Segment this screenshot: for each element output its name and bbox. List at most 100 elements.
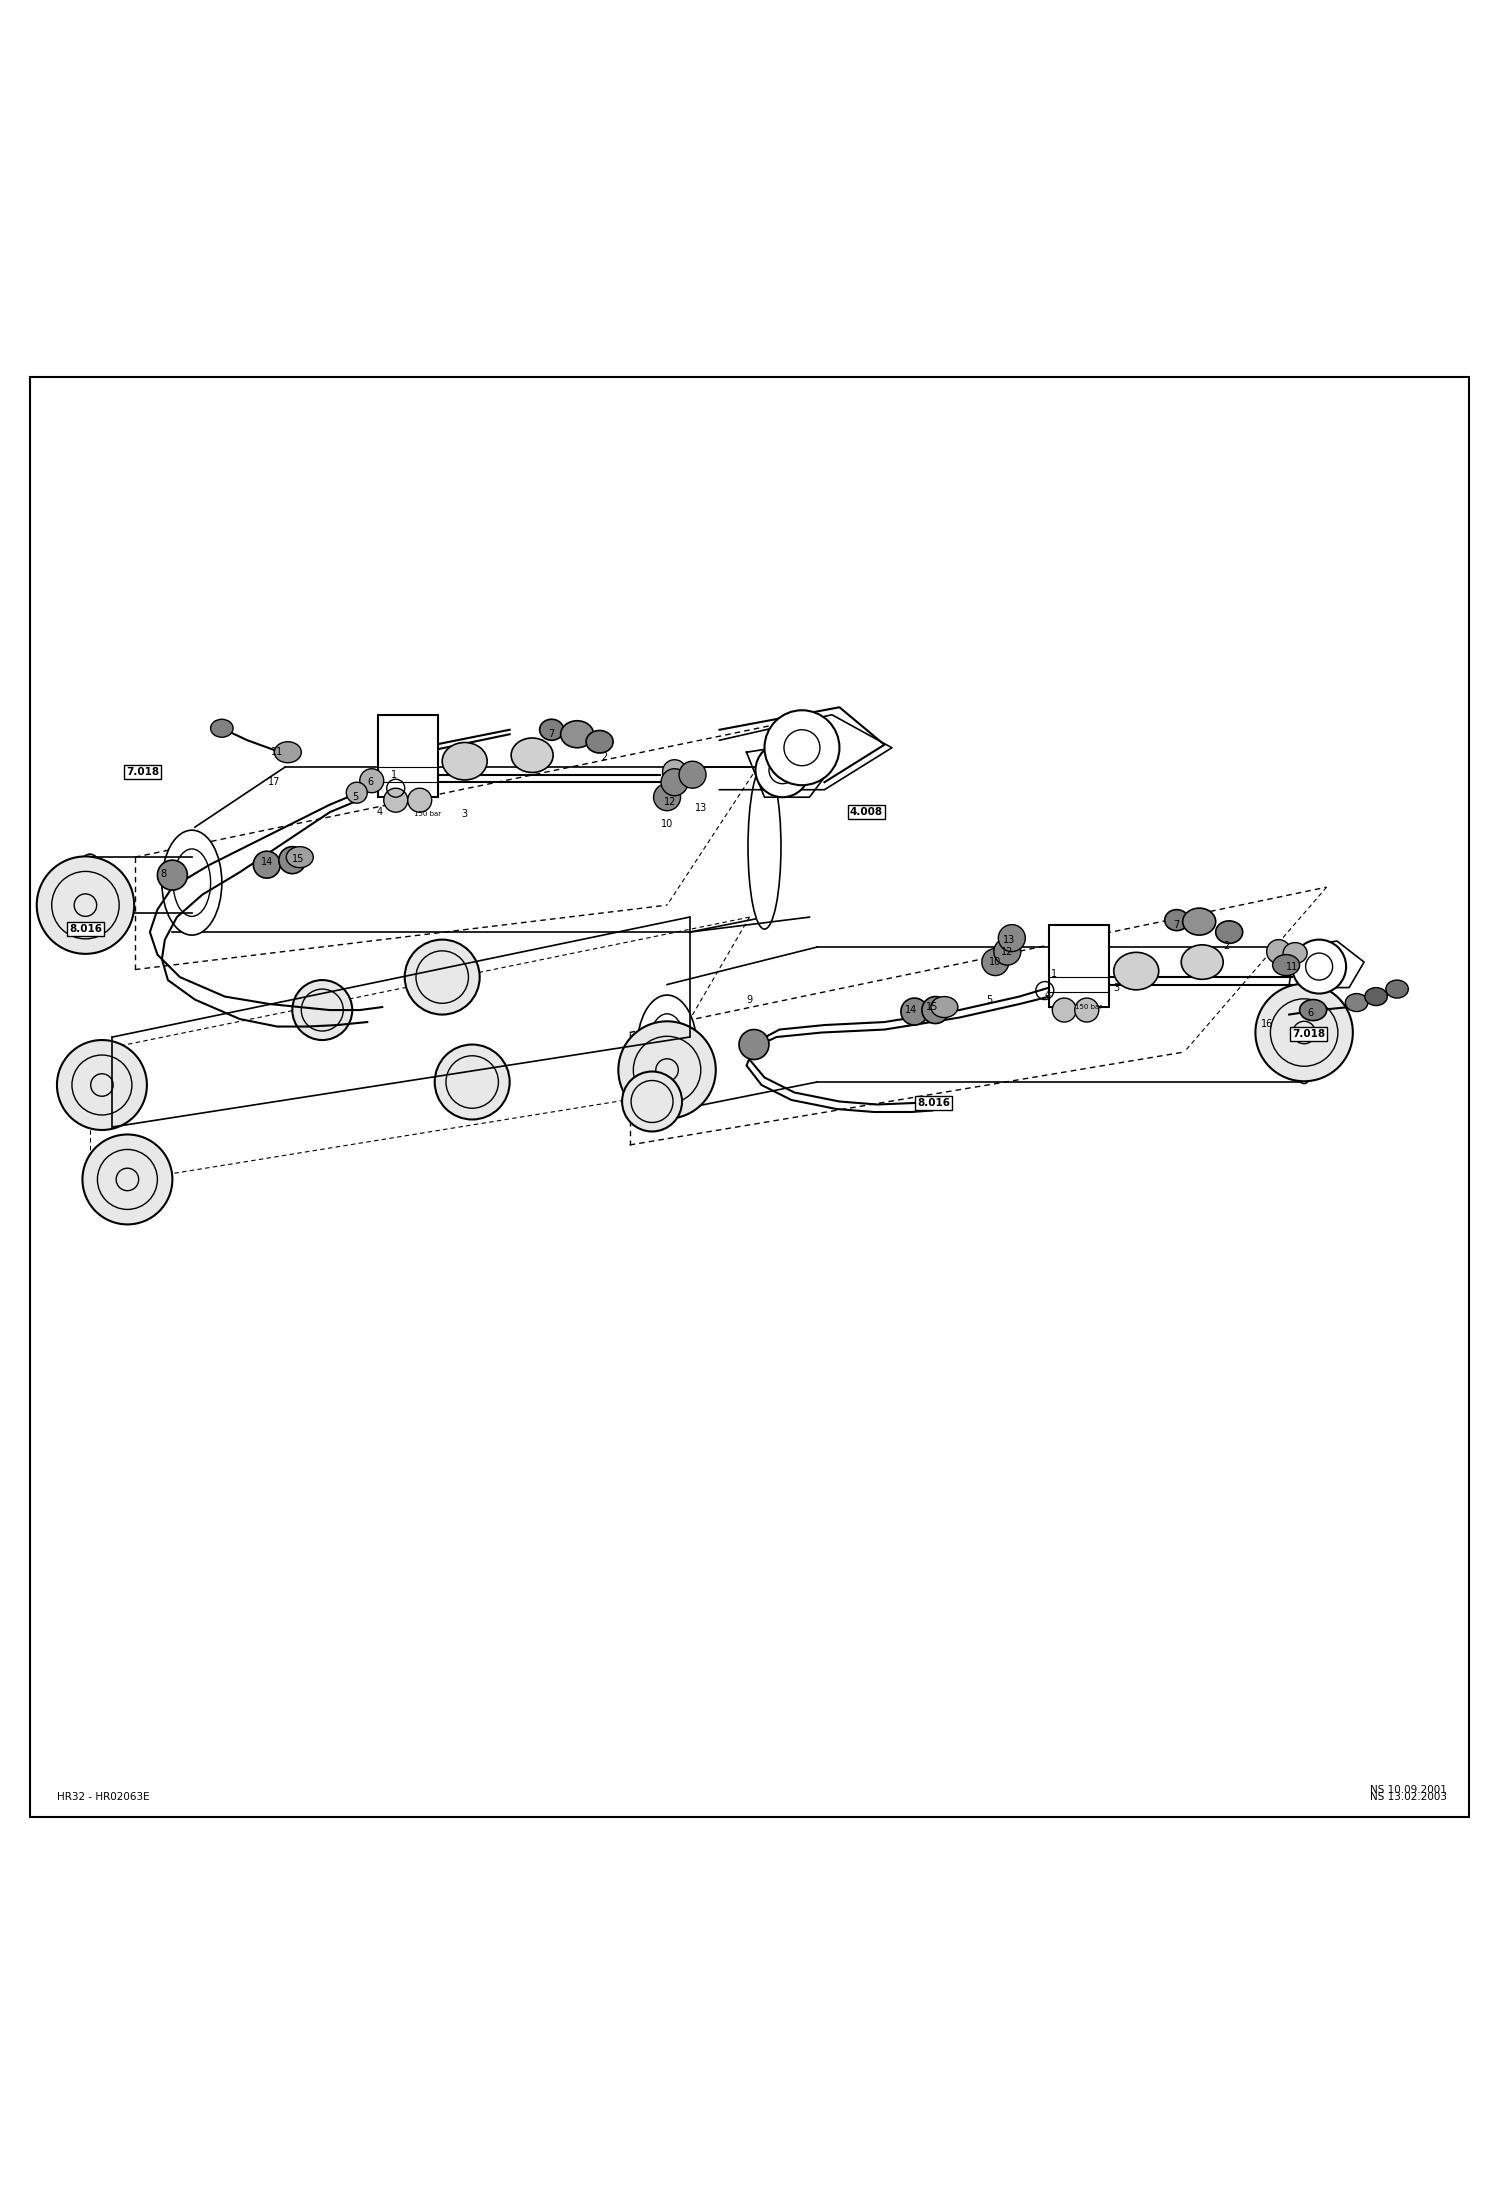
Text: 14: 14: [261, 856, 273, 867]
Text: 2: 2: [601, 753, 607, 761]
Circle shape: [755, 744, 809, 796]
Ellipse shape: [1300, 1000, 1327, 1020]
Text: 7: 7: [549, 728, 555, 739]
Circle shape: [764, 711, 839, 785]
Ellipse shape: [57, 1040, 147, 1130]
Ellipse shape: [1273, 954, 1300, 976]
Text: 3: 3: [1114, 983, 1120, 992]
Text: 3: 3: [462, 810, 468, 818]
Ellipse shape: [75, 853, 105, 915]
Ellipse shape: [561, 722, 594, 748]
Ellipse shape: [586, 731, 613, 753]
Text: 8.016: 8.016: [917, 1097, 950, 1108]
Ellipse shape: [82, 1134, 172, 1224]
Text: 7: 7: [1174, 919, 1180, 930]
Circle shape: [279, 847, 306, 873]
Text: 4: 4: [1045, 989, 1051, 1000]
Circle shape: [679, 761, 706, 788]
Text: 5: 5: [352, 792, 358, 803]
Ellipse shape: [210, 720, 234, 737]
Ellipse shape: [1216, 921, 1243, 943]
Text: 4.008: 4.008: [850, 807, 883, 816]
Ellipse shape: [405, 939, 480, 1014]
Ellipse shape: [292, 981, 352, 1040]
Text: 11: 11: [1286, 961, 1298, 972]
Text: 10: 10: [989, 957, 1001, 968]
Circle shape: [384, 788, 408, 812]
Text: 14: 14: [905, 1005, 917, 1016]
Circle shape: [901, 998, 928, 1025]
Circle shape: [998, 924, 1025, 952]
Text: 13: 13: [696, 803, 708, 812]
Ellipse shape: [162, 829, 222, 935]
Circle shape: [360, 768, 384, 792]
Bar: [1049, 924, 1109, 1007]
Text: 12: 12: [664, 796, 676, 807]
Text: NS 13.02.2003: NS 13.02.2003: [1370, 1792, 1447, 1801]
Ellipse shape: [681, 764, 705, 785]
Text: 15: 15: [292, 853, 304, 864]
Text: 7.018: 7.018: [126, 766, 159, 777]
Circle shape: [922, 996, 949, 1025]
Ellipse shape: [435, 1044, 510, 1119]
Ellipse shape: [1181, 946, 1223, 979]
Ellipse shape: [1364, 987, 1388, 1005]
Ellipse shape: [637, 996, 697, 1099]
Circle shape: [157, 860, 187, 891]
Circle shape: [994, 939, 1021, 965]
Text: 150 bar: 150 bar: [1075, 1005, 1102, 1009]
Ellipse shape: [931, 996, 958, 1018]
Text: 2: 2: [1223, 941, 1229, 950]
Circle shape: [346, 783, 367, 803]
Text: 13: 13: [1003, 935, 1015, 946]
Text: 150 bar: 150 bar: [414, 812, 441, 816]
Ellipse shape: [663, 759, 687, 783]
Ellipse shape: [1267, 939, 1291, 963]
Text: 7.018: 7.018: [1292, 1029, 1325, 1040]
Text: 5: 5: [986, 994, 992, 1005]
Circle shape: [253, 851, 280, 878]
Text: 6: 6: [1307, 1007, 1313, 1018]
Ellipse shape: [1165, 911, 1189, 930]
Ellipse shape: [37, 856, 135, 954]
Ellipse shape: [748, 764, 781, 928]
Ellipse shape: [442, 742, 487, 779]
Text: 8.016: 8.016: [69, 924, 102, 935]
Ellipse shape: [540, 720, 564, 739]
Text: 11: 11: [271, 748, 283, 757]
Text: 9: 9: [747, 994, 752, 1005]
Ellipse shape: [1255, 983, 1352, 1082]
Ellipse shape: [622, 1071, 682, 1132]
Ellipse shape: [1288, 946, 1321, 1084]
Circle shape: [739, 1029, 769, 1060]
Text: 10: 10: [661, 818, 673, 829]
Ellipse shape: [286, 847, 313, 867]
Text: 8: 8: [160, 869, 166, 878]
Circle shape: [1292, 939, 1346, 994]
Ellipse shape: [511, 737, 553, 772]
Text: NS 10.09.2001: NS 10.09.2001: [1370, 1784, 1447, 1795]
Circle shape: [654, 783, 681, 812]
Ellipse shape: [1114, 952, 1159, 989]
Ellipse shape: [1385, 981, 1409, 998]
Circle shape: [1075, 998, 1099, 1022]
Text: 1: 1: [1051, 970, 1057, 979]
Circle shape: [408, 788, 432, 812]
Text: 1: 1: [391, 770, 397, 779]
Circle shape: [1052, 998, 1076, 1022]
Ellipse shape: [1345, 994, 1367, 1011]
Text: 12: 12: [1001, 946, 1013, 957]
Text: HR32 - HR02063E: HR32 - HR02063E: [57, 1792, 150, 1801]
Text: 15: 15: [926, 1003, 938, 1011]
Text: 6: 6: [367, 777, 373, 788]
Ellipse shape: [1283, 943, 1307, 963]
Ellipse shape: [619, 1020, 717, 1119]
Bar: [378, 715, 438, 796]
Text: 16: 16: [1261, 1018, 1273, 1029]
Ellipse shape: [1183, 908, 1216, 935]
Circle shape: [661, 768, 688, 796]
Text: 4: 4: [376, 807, 382, 816]
Ellipse shape: [274, 742, 301, 764]
Circle shape: [982, 948, 1009, 976]
Text: 17: 17: [268, 777, 280, 788]
